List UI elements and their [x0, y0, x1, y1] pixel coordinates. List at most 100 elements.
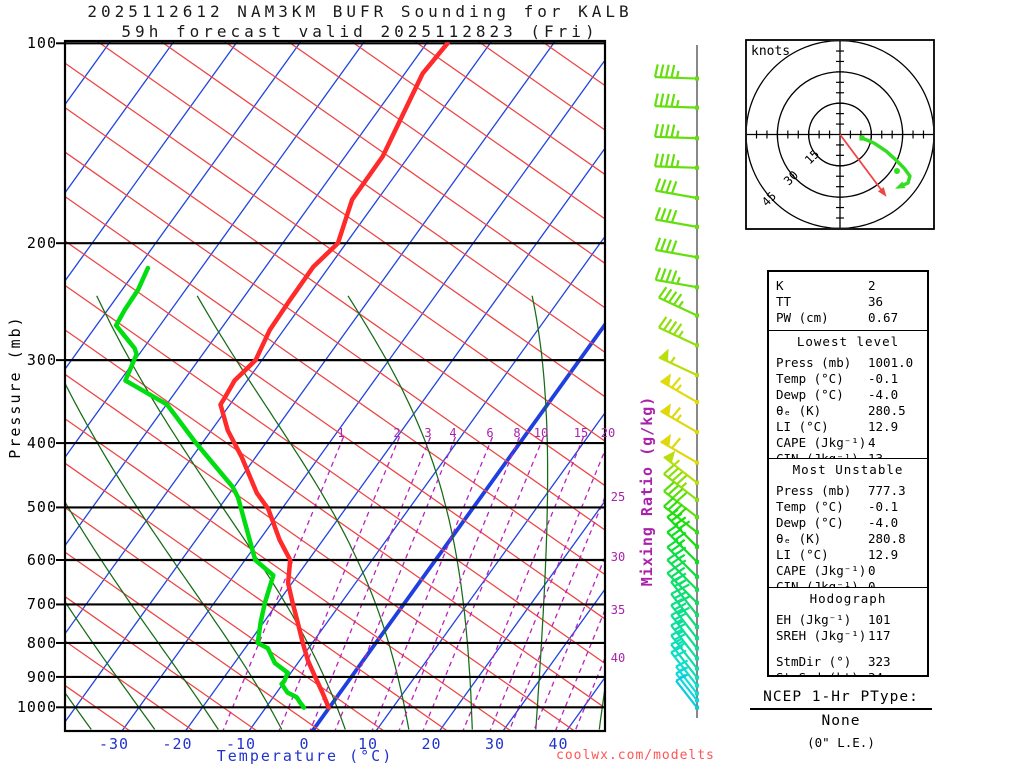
temperature-tick-label: 0: [299, 735, 310, 753]
pressure-tick-label: 800: [26, 633, 57, 652]
dry-adiabat-line: [66, 418, 511, 730]
temperature-tick-label: -30: [98, 735, 130, 753]
table-row: Dewp (°C) -4.0: [769, 387, 927, 403]
wind-barb: [660, 433, 699, 465]
dry-adiabat-line: [414, 42, 604, 175]
temperature-tick-label: 10: [357, 735, 379, 753]
temperature-axis-label: Temperature (°C): [216, 747, 394, 765]
index-value: 280.8: [868, 531, 906, 546]
index-label: Temp (°C): [776, 499, 844, 514]
index-label: SREH (Jkg⁻¹): [776, 628, 867, 643]
isotherm-line: [439, 501, 604, 730]
moist-adiabat-line: [66, 502, 219, 730]
pressure-tick-label: 600: [26, 550, 57, 569]
index-value: 4: [868, 435, 876, 450]
table-section-header: Lowest level: [796, 334, 900, 349]
moist-adiabat-line: [66, 384, 283, 730]
dry-adiabat-line: [66, 463, 448, 730]
mixing-ratio-line: [462, 436, 585, 730]
index-label: θₑ (K): [776, 403, 822, 418]
mixing-ratio-line: [489, 451, 604, 730]
hodograph-units-label: knots: [751, 44, 791, 59]
wind-barb: [663, 481, 699, 520]
dewpoint-curve: [113, 265, 307, 710]
index-label: StmDir (°): [776, 654, 852, 669]
wind-barb: [660, 373, 699, 405]
dry-adiabat-line: [66, 552, 321, 730]
pressure-tick-label: 500: [26, 498, 57, 517]
mixing-ratio-tick-label: 35: [610, 603, 626, 617]
chart-title-line1: 2025112612 NAM3KM BUFR Sounding for KALB: [87, 2, 633, 21]
index-value: 36: [868, 294, 884, 309]
moist-adiabat-line: [531, 295, 549, 730]
moist-adiabat-line: [96, 295, 346, 730]
wind-barb: [658, 316, 699, 348]
index-value: 2: [868, 278, 876, 293]
pressure-tick-label: 100: [26, 34, 57, 53]
dry-adiabat-line: [66, 196, 604, 575]
index-label: LI (°C): [776, 419, 829, 434]
index-label: CIN (Jkg⁻¹): [776, 451, 859, 458]
mixing-ratio-tick-label: 2: [393, 426, 401, 440]
mixing-ratio-tick-label: 40: [610, 651, 626, 665]
isotherm-line: [502, 589, 604, 730]
wind-barb: [666, 523, 699, 564]
isotherm-line: [66, 42, 429, 546]
dry-adiabat-line: [66, 640, 194, 730]
index-label: Dewp (°C): [776, 387, 844, 402]
table-row: StmDir (°) 323: [769, 654, 927, 670]
hodograph-dot: [893, 168, 900, 175]
wind-barb: [663, 450, 699, 485]
mixing-ratio-tick-label: 15: [573, 426, 589, 440]
index-label: PW (cm): [776, 310, 829, 325]
table-row: CIN (Jkg⁻¹) 0: [769, 579, 927, 587]
hodograph-panel: [745, 39, 935, 230]
table-row: LI (°C) 12.9: [769, 419, 927, 435]
mixing-ratio-line: [222, 436, 345, 730]
temperature-tick-label: 20: [421, 735, 442, 753]
chart-title-line2: 59h forecast valid 2025112823 (Fri): [121, 22, 599, 41]
index-label: TT: [776, 294, 792, 309]
index-value: -4.0: [868, 515, 899, 530]
ptype-heading: NCEP 1-Hr PType:: [750, 689, 932, 710]
index-value: 0: [868, 579, 876, 587]
index-value: 12.9: [868, 547, 899, 562]
wind-barb: [654, 237, 699, 260]
index-value: 117: [868, 628, 891, 643]
dry-adiabat-line: [287, 42, 604, 264]
table-row: TT 36: [769, 294, 927, 310]
index-value: -0.1: [868, 371, 899, 386]
index-value: 34: [868, 670, 883, 675]
wind-barb: [653, 123, 699, 141]
wind-barb: [675, 673, 699, 710]
pressure-tick-label: 700: [26, 595, 57, 614]
table-row: Press (mb) 777.3: [769, 483, 927, 499]
wind-barb: [654, 267, 699, 290]
index-label: θₑ (K): [776, 531, 822, 546]
wind-barb: [663, 464, 699, 502]
dry-adiabat-line: [66, 63, 604, 442]
index-label: Dewp (°C): [776, 515, 844, 530]
mixing-ratio-tick-label: 3: [424, 426, 432, 440]
index-label: K: [776, 278, 784, 293]
table-section-most-unstable: Most Unstable Press (mb) 777.3 Temp (°C) -0.…: [769, 458, 927, 587]
index-value: 1001.0: [868, 355, 914, 370]
dry-adiabat-line: [66, 285, 604, 664]
mixing-ratio-line: [508, 497, 604, 730]
isotherm-line: [248, 236, 604, 730]
temperature-tick-label: -20: [162, 735, 193, 753]
wind-barb: [653, 93, 699, 110]
table-row: Temp (°C) -0.1: [769, 499, 927, 515]
index-value: 323: [868, 654, 891, 669]
isotherm-line: [66, 42, 556, 722]
watermark-link[interactable]: coolwx.com/modelts: [556, 748, 715, 763]
index-label: Temp (°C): [776, 371, 844, 386]
mixing-ratio-tick-label: 20: [600, 426, 616, 440]
mixing-ratio-line: [371, 436, 494, 730]
ptype-value: None: [821, 713, 861, 729]
dry-adiabat-line: [66, 107, 604, 486]
dry-adiabat-line: [66, 374, 575, 730]
